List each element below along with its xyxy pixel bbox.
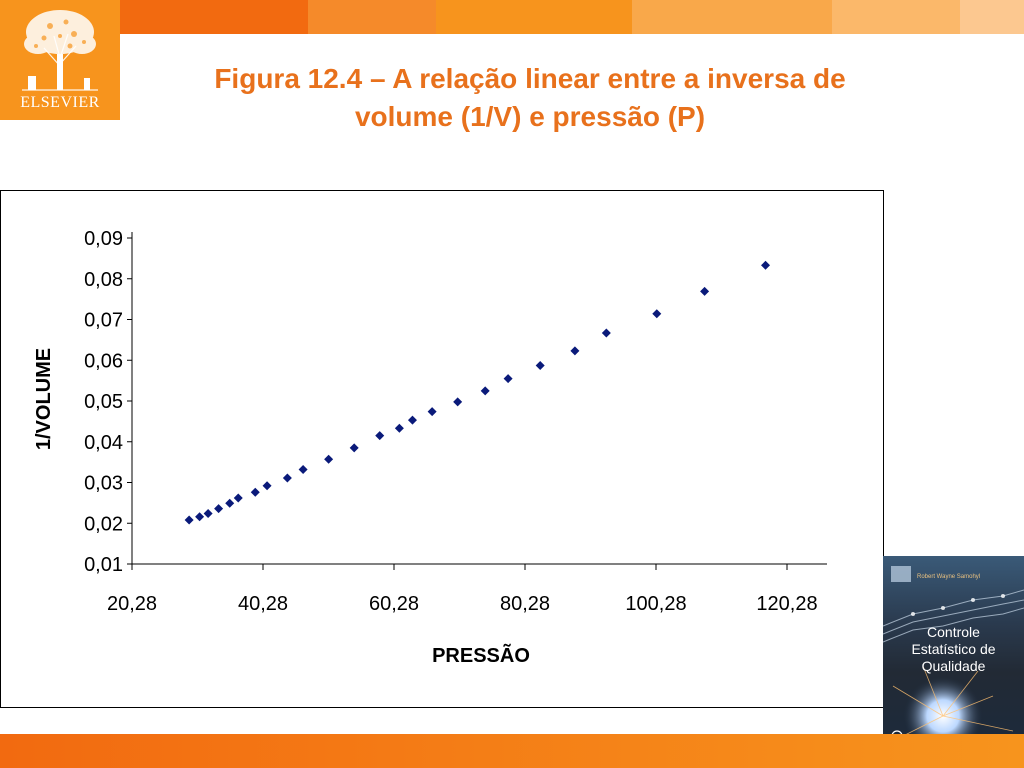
data-point xyxy=(394,423,404,433)
data-point xyxy=(407,415,417,425)
book-title-line-3: Qualidade xyxy=(921,658,986,674)
book-title-line-2: Estatístico de xyxy=(911,641,996,657)
x-tick-label: 40,28 xyxy=(238,593,288,615)
data-point xyxy=(262,481,272,491)
data-point xyxy=(570,346,580,356)
logo-wordmark: ELSEVIER xyxy=(20,94,100,111)
y-tick-label: 0,05 xyxy=(84,391,123,413)
data-point xyxy=(324,454,334,464)
x-tick-label: 120,28 xyxy=(756,593,817,615)
data-point xyxy=(349,443,359,453)
y-tick-label: 0,07 xyxy=(84,310,123,332)
title-line-2: volume (1/V) e pressão (P) xyxy=(354,101,706,132)
y-tick-label: 0,08 xyxy=(84,269,123,291)
data-point xyxy=(761,260,771,270)
data-point xyxy=(195,512,205,522)
data-point xyxy=(298,464,308,474)
scatter-chart: 0,01 0,02 0,03 0,04 0,05 0,06 0,07 0,08 0,09 20,2… xyxy=(33,228,827,667)
data-point xyxy=(480,386,490,396)
x-tick-label: 60,28 xyxy=(369,593,419,615)
data-point xyxy=(601,328,611,338)
data-point xyxy=(427,407,437,417)
page-title: Figura 12.4 – A relação linear entre a i… xyxy=(130,60,930,136)
data-point xyxy=(375,431,385,441)
y-tick-label: 0,01 xyxy=(84,554,123,576)
data-point xyxy=(652,309,662,319)
data-point xyxy=(503,374,513,384)
tree-icon xyxy=(22,10,98,91)
x-tick-label: 80,28 xyxy=(500,593,550,615)
data-point xyxy=(203,508,213,518)
y-tick-label: 0,03 xyxy=(84,473,123,495)
y-tick-label: 0,04 xyxy=(84,432,123,454)
y-tick-label: 0,09 xyxy=(84,228,123,250)
data-point xyxy=(453,397,463,407)
book-author: Robert Wayne Samohyl xyxy=(917,574,981,580)
data-point xyxy=(214,504,224,514)
x-tick-label: 20,28 xyxy=(107,593,157,615)
data-point xyxy=(184,515,194,525)
data-point xyxy=(225,498,235,508)
x-tick-label: 100,28 xyxy=(625,593,686,615)
y-tick-label: 0,02 xyxy=(84,513,123,535)
y-tick-label: 0,06 xyxy=(84,350,123,372)
top-color-band xyxy=(120,0,1024,34)
data-point xyxy=(233,493,243,503)
book-title: Controle Estatístico de Qualidade xyxy=(883,624,1024,675)
title-line-1: Figura 12.4 – A relação linear entre a i… xyxy=(214,63,846,94)
chart-frame: 0,01 0,02 0,03 0,04 0,05 0,06 0,07 0,08 0,09 20,2… xyxy=(0,190,884,708)
x-axis-label: PRESSÃO xyxy=(432,644,530,667)
y-axis-label: 1/VOLUME xyxy=(33,348,55,450)
data-point xyxy=(700,286,710,296)
bottom-color-band xyxy=(0,734,1024,768)
data-point xyxy=(250,487,260,497)
book-cover: Robert Wayne Samohyl Controle Estatístic… xyxy=(883,556,1024,750)
book-title-line-1: Controle xyxy=(927,624,980,640)
elsevier-logo: ELSEVIER xyxy=(0,0,120,120)
data-point xyxy=(535,361,545,371)
data-point xyxy=(282,473,292,483)
